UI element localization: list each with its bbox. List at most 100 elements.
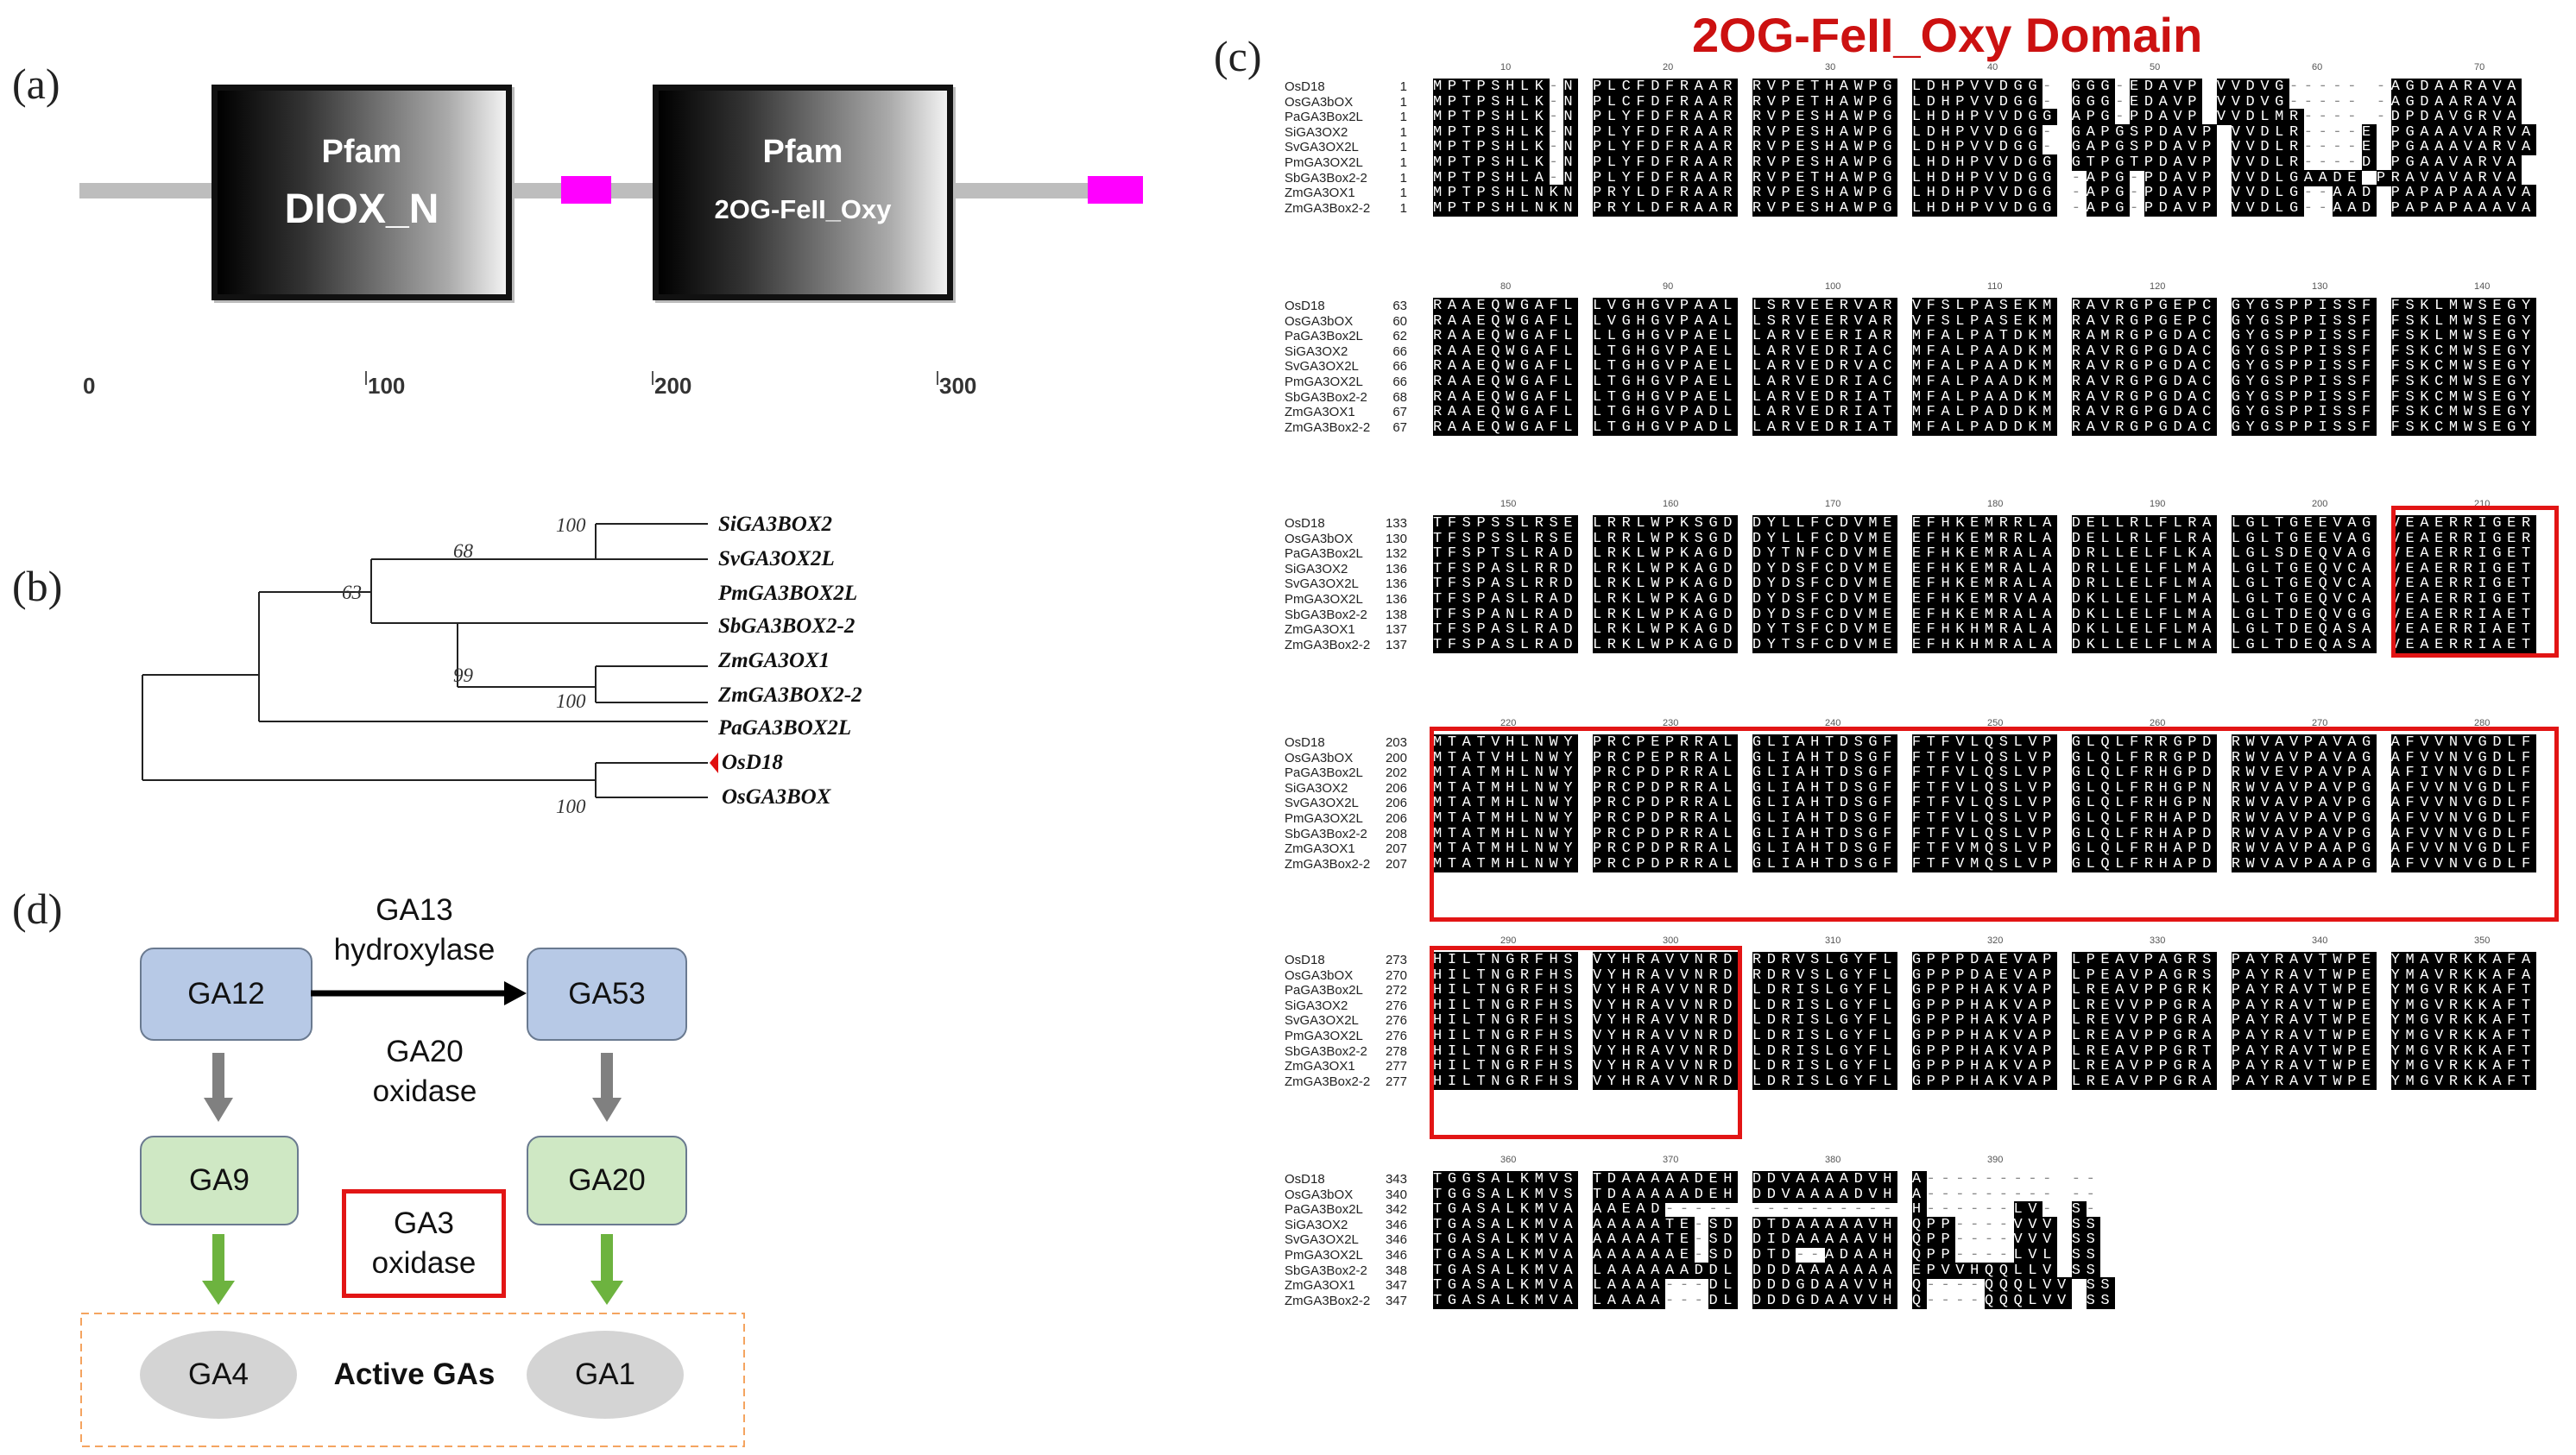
ruler-tick: 250 xyxy=(1987,718,2004,728)
sequence-row: RAAEQWGAFL LTGHGVPAEL LARVEDRVAC MFALPAA… xyxy=(1433,358,2536,375)
sequence-name: ZmGA3OX1 xyxy=(1285,1059,1355,1074)
bootstrap-value: 68 xyxy=(453,540,473,562)
ruler-tick: 340 xyxy=(2312,935,2328,946)
sequence-name: PaGA3Box2L xyxy=(1285,329,1363,344)
axis-tick: 200 xyxy=(654,373,692,399)
sequence-start: 1 xyxy=(1399,140,1407,155)
sequence-name: SiGA3OX2 xyxy=(1285,124,1348,140)
sequence-start: 206 xyxy=(1385,796,1407,811)
node-ga1: GA1 xyxy=(527,1331,684,1419)
sequence-name: SbGA3Box2-2 xyxy=(1285,1263,1367,1278)
sequence-name: OsD18 xyxy=(1285,79,1325,94)
sequence-row: RAAEQWGAFL LTGHGVPADL LARVEDRIAT MFALPAD… xyxy=(1433,404,2536,421)
sequence-start: 1 xyxy=(1399,94,1407,110)
domain-db-label: Pfam xyxy=(762,134,843,170)
sequence-start: 67 xyxy=(1392,419,1407,435)
sequence-start: 348 xyxy=(1385,1263,1407,1278)
sequence-row: TGASALKMVA AAAAATE-SD DTDAAAAAVH QPP----… xyxy=(1433,1216,2101,1233)
sequence-name: SvGA3OX2L xyxy=(1285,359,1359,375)
sequence-row: HILTNGRFHS VYHRAVVNRD RDRVSLGYFL GPPPDAE… xyxy=(1433,967,2536,984)
sequence-start: 133 xyxy=(1385,516,1407,531)
phylogenetic-tree xyxy=(142,523,718,798)
axis-tick-mark xyxy=(365,371,367,385)
query-marker-icon xyxy=(710,753,718,773)
bootstrap-value: 100 xyxy=(556,514,586,536)
axis-tick-mark xyxy=(652,371,653,385)
sequence-row: TFSPSSLRSE LRRLWPKSGD DYLLFCDVME EFHKEMR… xyxy=(1433,530,2536,547)
sequence-name: PaGA3Box2L xyxy=(1285,1202,1363,1218)
sequence-row: HILTNGRFHS VYHRAVVNRD RDRVSLGYFL GPPPDAE… xyxy=(1433,952,2536,968)
sequence-name: OsGA3bOX xyxy=(1285,967,1354,983)
sequence-start: 340 xyxy=(1385,1187,1407,1202)
sequence-start: 276 xyxy=(1385,1029,1407,1043)
sequence-start: 278 xyxy=(1385,1043,1407,1059)
sequence-start: 347 xyxy=(1385,1278,1407,1294)
sequence-start: 276 xyxy=(1385,1013,1407,1029)
enzyme-line: oxidase xyxy=(372,1074,477,1108)
sequence-row: MPTPSHLNKN PRYLDFRAAR RVPESHAWPG LHDHPVV… xyxy=(1433,185,2536,202)
domain-highlight-box xyxy=(1430,727,2559,922)
sequence-name: PmGA3OX2L xyxy=(1285,375,1363,389)
sequence-start: 137 xyxy=(1385,622,1407,638)
sequence-start: 1 xyxy=(1399,186,1407,201)
sequence-row: HILTNGRFHS VYHRAVVNRD LDRISLGYFL GPPPHAK… xyxy=(1433,1058,2536,1075)
ruler-tick: 170 xyxy=(1825,499,1841,509)
sequence-row: RAAEQWGAFL LTGHGVPAEL LARVEDRIAC MFALPAA… xyxy=(1433,343,2536,360)
ruler-tick: 330 xyxy=(2150,935,2166,946)
ruler-tick: 130 xyxy=(2312,281,2328,292)
sequence-name: ZmGA3Box2-2 xyxy=(1285,856,1371,872)
sequence-row: MPTPSHLK-N PLCFDFRAAR RVPETHAWPG LDHPVVD… xyxy=(1433,93,2522,110)
sequence-name: SbGA3Box2-2 xyxy=(1285,826,1367,841)
sequence-name: ZmGA3Box2-2 xyxy=(1285,1293,1371,1308)
sequence-start: 206 xyxy=(1385,811,1407,826)
sequence-row: RAAEQWGAFL LLGHGVPAEL LARVEERIAR MFALPAT… xyxy=(1433,328,2536,345)
sequence-name: SbGA3Box2-2 xyxy=(1285,170,1367,186)
motif-marker xyxy=(561,176,611,204)
axis-tick: 100 xyxy=(368,373,406,399)
node-ga9: GA9 xyxy=(140,1136,299,1225)
ruler-tick: 140 xyxy=(2474,281,2491,292)
sequence-row: TGASALKMVA LAAAAAADDL DDDAAAAAAA EPVVHQQ… xyxy=(1433,1262,2101,1279)
sequence-start: 272 xyxy=(1385,983,1407,998)
sequence-start: 277 xyxy=(1385,1074,1407,1089)
sequence-name: SvGA3OX2L xyxy=(1285,796,1359,811)
sequence-name: ZmGA3OX1 xyxy=(1285,622,1355,638)
sequence-name: PmGA3OX2L xyxy=(1285,1029,1363,1043)
sequence-row: MTATMHLNWY PRCPDPRRAL GLIAHTDSGF FTFVLQS… xyxy=(1433,779,2536,797)
sequence-row: MPTPSHLK-N PLCFDFRAAR RVPETHAWPG LDHPVVD… xyxy=(1433,79,2522,95)
sequence-row: RAAEQWGAFL LVGHGVPAAL LSRVEERVAR VFSLPAS… xyxy=(1433,312,2536,330)
sequence-row: HILTNGRFHS VYHRAVVNRD LDRISLGYFL GPPPHAK… xyxy=(1433,982,2536,999)
sequence-start: 343 xyxy=(1385,1172,1407,1187)
node-ga12: GA12 xyxy=(140,948,313,1041)
ruler-tick: 90 xyxy=(1663,281,1674,292)
sequence-row: MPTPSHLK-N PLYFDFRAAR RVPESHAWPG LDHPVVD… xyxy=(1433,123,2536,141)
sequence-row: TGASALKMVA AAEAD----- ---------- H------… xyxy=(1433,1201,2101,1219)
sequence-row: MTATMHLNWY PRCPDPRRAL GLIAHTDSGF FTFVMQS… xyxy=(1433,841,2536,858)
sequence-start: 66 xyxy=(1392,359,1407,375)
sequence-name: SvGA3OX2L xyxy=(1285,576,1359,592)
ruler-tick: 120 xyxy=(2150,281,2166,292)
panel-b-label: (b) xyxy=(12,562,63,610)
sequence-name: ZmGA3OX1 xyxy=(1285,405,1355,420)
sequence-start: 1 xyxy=(1399,170,1407,186)
sequence-start: 206 xyxy=(1385,780,1407,796)
ruler-tick: 110 xyxy=(1987,281,2003,292)
arrow-ga12-ga9 xyxy=(212,1053,224,1099)
enzyme-line: GA3 xyxy=(393,1206,455,1240)
sequence-start: 276 xyxy=(1385,998,1407,1013)
ruler-tick: 70 xyxy=(2474,62,2485,72)
alignment-title: 2OG-FeII_Oxy Domain xyxy=(1692,8,2203,62)
panel-c-label: (c) xyxy=(1214,32,1262,80)
sequence-row: RAAEQWGAFL LTGHGVPAEL LARVEDRIAC MFALPAA… xyxy=(1433,374,2536,390)
sequence-name: ZmGA3Box2-2 xyxy=(1285,419,1371,435)
domain-name-label: DIOX_N xyxy=(284,186,439,232)
sequence-start: 66 xyxy=(1392,375,1407,389)
ruler-tick: 80 xyxy=(1500,281,1512,292)
sequence-name: SvGA3OX2L xyxy=(1285,1013,1359,1029)
sequence-name: OsGA3bOX xyxy=(1285,313,1354,329)
sequence-start: 1 xyxy=(1399,155,1407,170)
sequence-row: RAAEQWGAFL LTGHGVPADL LARVEDRIAT MFALPAD… xyxy=(1433,419,2536,436)
sequence-row: MTATMHLNWY PRCPDPRRAL GLIAHTDSGF FTFVLQS… xyxy=(1433,795,2536,812)
sequence-row: MTATMHLNWY PRCPDPRRAL GLIAHTDSGF FTFVLQS… xyxy=(1433,810,2536,827)
sequence-start: 1 xyxy=(1399,79,1407,94)
